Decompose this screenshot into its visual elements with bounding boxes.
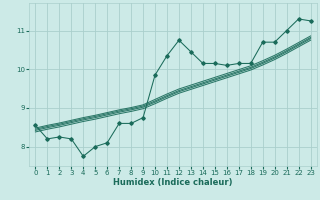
X-axis label: Humidex (Indice chaleur): Humidex (Indice chaleur) bbox=[113, 178, 233, 187]
